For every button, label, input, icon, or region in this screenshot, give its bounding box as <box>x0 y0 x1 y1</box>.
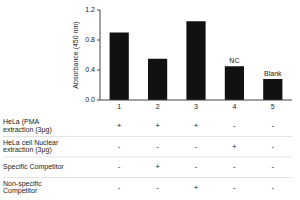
bar <box>263 79 282 100</box>
table-cell: - <box>271 121 274 130</box>
table-cell: + <box>194 183 199 192</box>
table-rule <box>3 177 292 178</box>
table-cell: - <box>271 183 274 192</box>
y-tick-label: 0.4 <box>85 66 95 73</box>
bars <box>110 21 283 100</box>
table-cell: - <box>118 162 121 171</box>
annotation: NC <box>229 57 239 64</box>
table-cell: - <box>118 142 121 151</box>
x-axis-line <box>100 100 292 101</box>
y-axis-line <box>100 10 101 100</box>
table-cell: - <box>195 162 198 171</box>
bar <box>148 59 167 100</box>
table-row-label: HeLa (PMAextraction (3μg) <box>3 118 52 134</box>
table-cell: + <box>194 121 199 130</box>
annotation: Blank <box>264 70 282 77</box>
x-tick-label: 2 <box>156 103 160 110</box>
table-row-label: HeLa cell Nuclearextraction (3μg) <box>3 139 59 155</box>
table-cell: + <box>155 121 160 130</box>
table-row-label-line: HeLa cell Nuclear <box>3 139 59 146</box>
table-rule <box>3 136 292 137</box>
table-cell: - <box>271 162 274 171</box>
y-tick-label: 0.0 <box>85 96 95 103</box>
table-cell: - <box>233 162 236 171</box>
table-cell: - <box>271 142 274 151</box>
table-cell: - <box>233 121 236 130</box>
x-tick-label: 4 <box>232 103 236 110</box>
y-axis-label: Absorbance (450 nm) <box>72 21 80 88</box>
table-row-label: Non-specificCompetitor <box>3 180 42 196</box>
y-tick-label: 1.2 <box>85 6 95 13</box>
x-tick-label: 5 <box>271 103 275 110</box>
table-row-label-line: Competitor <box>3 187 38 195</box>
table-cell: - <box>156 183 159 192</box>
bar <box>186 21 205 100</box>
table-row-label-line: Specific Competitor <box>3 163 64 171</box>
x-tick-label: 1 <box>117 103 121 110</box>
table-cell: - <box>195 142 198 151</box>
table-cell: - <box>156 142 159 151</box>
table-cell: + <box>232 142 237 151</box>
x-tick-label: 3 <box>194 103 198 110</box>
table-cell: - <box>118 183 121 192</box>
bar <box>225 66 244 100</box>
y-tick-label: 0.8 <box>85 36 95 43</box>
table-row-label: Specific Competitor <box>3 163 64 171</box>
table-rule <box>3 157 292 158</box>
table-row-label-line: extraction (3μg) <box>3 146 52 154</box>
table-cell: + <box>155 162 160 171</box>
chart: 0.0 0.4 0.8 1.2 Absorbance (450 nm) 1 2 3 4 5 NC Bl… <box>0 0 300 200</box>
table-cell: + <box>117 121 122 130</box>
bar <box>110 33 129 101</box>
table-cell: - <box>233 183 236 192</box>
table-row-label-line: extraction (3μg) <box>3 126 52 134</box>
